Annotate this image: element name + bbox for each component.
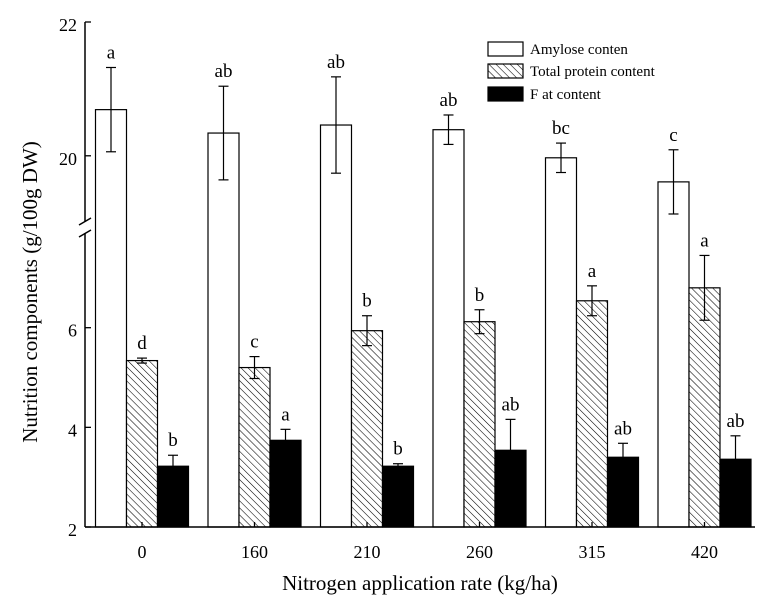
significance-label: ab	[215, 61, 233, 82]
legend-label-series-1: Total protein content	[530, 64, 656, 80]
axis-break-mark	[78, 217, 92, 226]
y-tick-label: 6	[68, 321, 77, 341]
significance-label: b	[475, 285, 485, 306]
bar-series-2-160	[269, 439, 302, 528]
significance-label: a	[588, 261, 597, 282]
significance-label: b	[362, 291, 372, 312]
bar-series-0-315	[544, 157, 578, 528]
x-tick-label: 420	[691, 542, 718, 562]
bar-series-0-420	[657, 181, 690, 528]
legend-swatch-series-0	[487, 41, 524, 57]
legend-swatch-series-1	[487, 63, 524, 79]
legend-swatch-series-2	[487, 86, 524, 102]
significance-label: a	[107, 42, 116, 63]
significance-label: ab	[614, 418, 632, 439]
bar-series-0-160	[207, 132, 240, 528]
bar-series-0-260	[432, 129, 465, 528]
bar-series-1-260	[463, 321, 496, 528]
y-tick-label: 22	[59, 15, 77, 35]
bar-series-2-210	[381, 465, 415, 528]
bar-series-0-0	[94, 109, 128, 528]
significance-label: a	[281, 404, 290, 425]
error-bars-layer	[106, 66, 741, 484]
legend: Amylose conten Total protein content F at …	[487, 41, 656, 103]
bar-series-1-0	[125, 359, 159, 528]
significance-label: a	[700, 230, 709, 251]
axes: 2 4 6 20 22 0 160 210 260 315 420	[59, 15, 755, 562]
bar-series-1-315	[575, 300, 609, 528]
bar-series-2-420	[719, 458, 752, 528]
significance-label: d	[137, 333, 147, 354]
x-tick-label: 315	[579, 542, 606, 562]
x-tick-label: 0	[138, 542, 147, 562]
x-tick-label: 260	[466, 542, 493, 562]
significance-label: bc	[552, 118, 570, 139]
y-tick-label: 4	[68, 420, 77, 440]
significance-label: c	[669, 125, 677, 146]
y-tick-label: 20	[59, 149, 77, 169]
bar-series-1-160	[238, 366, 271, 528]
significance-label: ab	[727, 411, 745, 432]
significance-label: b	[168, 430, 178, 451]
x-axis-title: Nitrogen application rate (kg/ha)	[282, 571, 558, 595]
legend-label-series-0: Amylose conten	[530, 42, 628, 58]
axis-break-mark	[78, 229, 92, 238]
bar-series-0-210	[319, 124, 353, 528]
x-tick-label: 210	[354, 542, 381, 562]
bars-layer	[94, 109, 752, 528]
y-axis-title: Nutrition components (g/100g DW)	[18, 141, 42, 443]
bar-series-1-420	[688, 287, 721, 528]
significance-label: ab	[502, 394, 520, 415]
significance-label: ab	[327, 52, 345, 73]
significance-label: ab	[440, 90, 458, 111]
legend-label-series-2: F at content	[530, 87, 602, 103]
y-tick-label: 2	[68, 520, 77, 540]
x-tick-label: 160	[241, 542, 268, 562]
significance-label: b	[393, 439, 403, 460]
bar-series-1-210	[350, 330, 384, 528]
significance-label: c	[250, 332, 258, 353]
